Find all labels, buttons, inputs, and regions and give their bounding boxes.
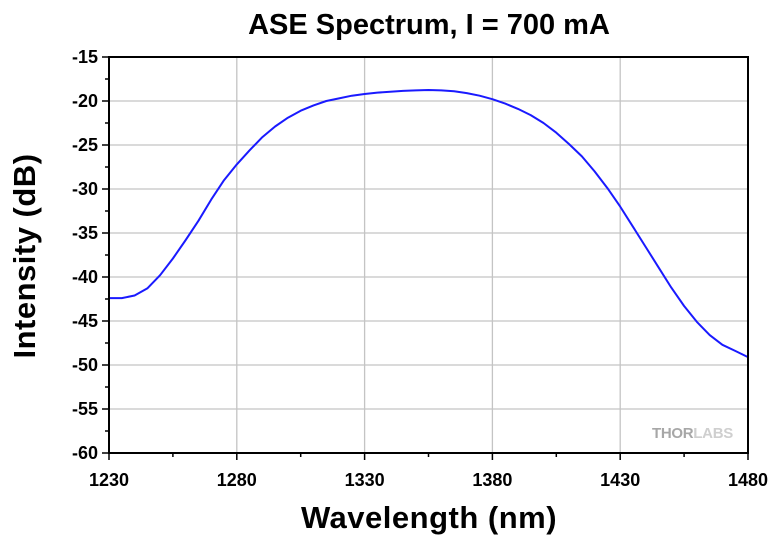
y-tick-label: -60 xyxy=(72,443,98,463)
axis-ticks xyxy=(102,56,749,460)
y-axis-label: Intensity (dB) xyxy=(7,153,42,358)
x-axis-label: Wavelength (nm) xyxy=(301,500,557,535)
y-tick-label: -55 xyxy=(72,399,98,419)
x-tick-label: 1430 xyxy=(600,470,640,490)
y-tick-label: -50 xyxy=(72,355,98,375)
y-tick-label: -35 xyxy=(72,223,98,243)
watermark-thor: THOR xyxy=(652,425,694,442)
y-tick-label: -25 xyxy=(72,135,98,155)
y-tick-label: -15 xyxy=(72,47,98,67)
thorlabs-watermark: THORLABS xyxy=(652,425,734,442)
y-tick-label: -40 xyxy=(72,267,98,287)
svg-text:THORLABS: THORLABS xyxy=(652,425,733,442)
x-tick-labels: 1230 1280 1330 1380 1430 1480 xyxy=(89,470,768,490)
x-tick-label: 1230 xyxy=(89,470,129,490)
x-tick-label: 1380 xyxy=(472,470,512,490)
watermark-labs: LABS xyxy=(693,425,733,442)
spectrum-line xyxy=(109,89,749,358)
y-tick-label: -45 xyxy=(72,311,98,331)
x-tick-label: 1280 xyxy=(217,470,257,490)
plot-frame xyxy=(108,56,749,454)
y-tick-label: -30 xyxy=(72,179,98,199)
grid xyxy=(109,57,748,453)
x-tick-label: 1330 xyxy=(345,470,385,490)
x-tick-label: 1480 xyxy=(728,470,768,490)
y-tick-labels: -15 -20 -25 -30 -35 -40 -45 -50 -55 -60 xyxy=(72,47,98,463)
y-tick-label: -20 xyxy=(72,91,98,111)
chart-title: ASE Spectrum, I = 700 mA xyxy=(248,9,610,41)
